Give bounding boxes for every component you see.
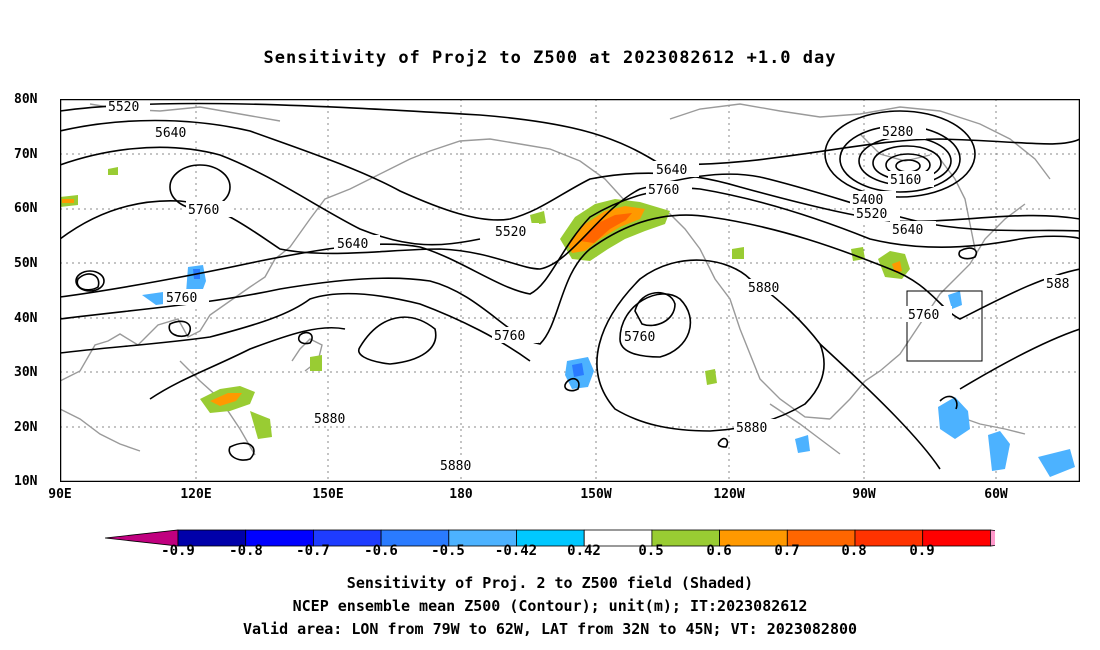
lat-label-40n: 40N	[14, 311, 38, 326]
colorbar-cells	[105, 529, 995, 547]
colorbar-label: -0.7	[296, 543, 330, 559]
contour-label: 5640	[892, 223, 923, 238]
caption-line-2: NCEP ensemble mean Z500 (Contour); unit(…	[292, 597, 808, 615]
lon-label-120e: 120E	[180, 487, 212, 502]
lon-label-150w: 150W	[580, 487, 612, 502]
colorbar-label: 0.9	[909, 543, 935, 559]
lon-label-60w: 60W	[984, 487, 1008, 502]
colorbar-label: 0.42	[567, 543, 601, 559]
lat-label-70n: 70N	[14, 147, 38, 162]
colorbar-label: 0.7	[774, 543, 800, 559]
lon-label-180: 180	[449, 487, 473, 502]
contour-label: 5760	[494, 329, 525, 344]
map-border	[60, 99, 1080, 482]
map-panel: 5520 5640 5760 5640 5760 5520 5640 5760 …	[60, 99, 1080, 482]
contour-label: 5520	[495, 225, 526, 240]
low-contours	[75, 110, 976, 292]
colorbar-label: -0.8	[229, 543, 263, 559]
contour-label: 5520	[108, 100, 139, 115]
lat-label-10n: 10N	[14, 474, 38, 489]
caption-line-3: Valid area: LON from 79W to 62W, LAT fro…	[242, 620, 858, 638]
colorbar-label: -0.5	[431, 543, 465, 559]
contour-label: 5880	[440, 459, 471, 474]
colorbar-label: 0.8	[841, 543, 867, 559]
contour-label: 5520	[856, 207, 887, 222]
lon-label-90e: 90E	[48, 487, 72, 502]
lat-label-60n: 60N	[14, 201, 38, 216]
lat-label-30n: 30N	[14, 365, 38, 380]
contour-labels: 5520 5640 5760 5640 5760 5520 5640 5760 …	[106, 99, 1080, 474]
colorbar-label: 0.5	[638, 543, 664, 559]
colorbar-label: -0.9	[161, 543, 195, 559]
contour-label: 5760	[166, 291, 197, 306]
contour-label: 5880	[314, 412, 345, 427]
z500-contours	[60, 102, 1080, 470]
contour-label: 5760	[624, 330, 655, 345]
contour-label: 5160	[890, 173, 921, 188]
colorbar-label: 0.6	[706, 543, 732, 559]
contour-label: 5640	[155, 126, 186, 141]
colorbar	[105, 529, 995, 547]
lat-label-80n: 80N	[14, 92, 38, 107]
caption-line-1: Sensitivity of Proj. 2 to Z500 field (Sh…	[346, 574, 754, 592]
contour-label: 5640	[337, 237, 368, 252]
contour-label: 5880	[736, 421, 767, 436]
sensitivity-shading	[60, 167, 1075, 477]
colorbar-label: -0.42	[494, 543, 538, 559]
contour-label: 5640	[656, 163, 687, 178]
valid-area-box	[906, 290, 983, 362]
colorbar-high-arrow	[990, 529, 995, 547]
colorbar-label: -0.6	[364, 543, 398, 559]
contour-label: 5400	[852, 193, 883, 208]
contour-label: 588	[1046, 277, 1069, 292]
lat-label-50n: 50N	[14, 256, 38, 271]
lon-label-90w: 90W	[852, 487, 876, 502]
lon-label-120w: 120W	[713, 487, 745, 502]
page-title: Sensitivity of Proj2 to Z500 at 20230826…	[263, 48, 837, 68]
contour-label: 5280	[882, 125, 913, 140]
contour-label: 5880	[748, 281, 779, 296]
contour-label: 5760	[908, 308, 939, 323]
lon-label-150e: 150E	[312, 487, 344, 502]
lat-label-20n: 20N	[14, 420, 38, 435]
contour-label: 5760	[648, 183, 679, 198]
contour-label: 5760	[188, 203, 219, 218]
